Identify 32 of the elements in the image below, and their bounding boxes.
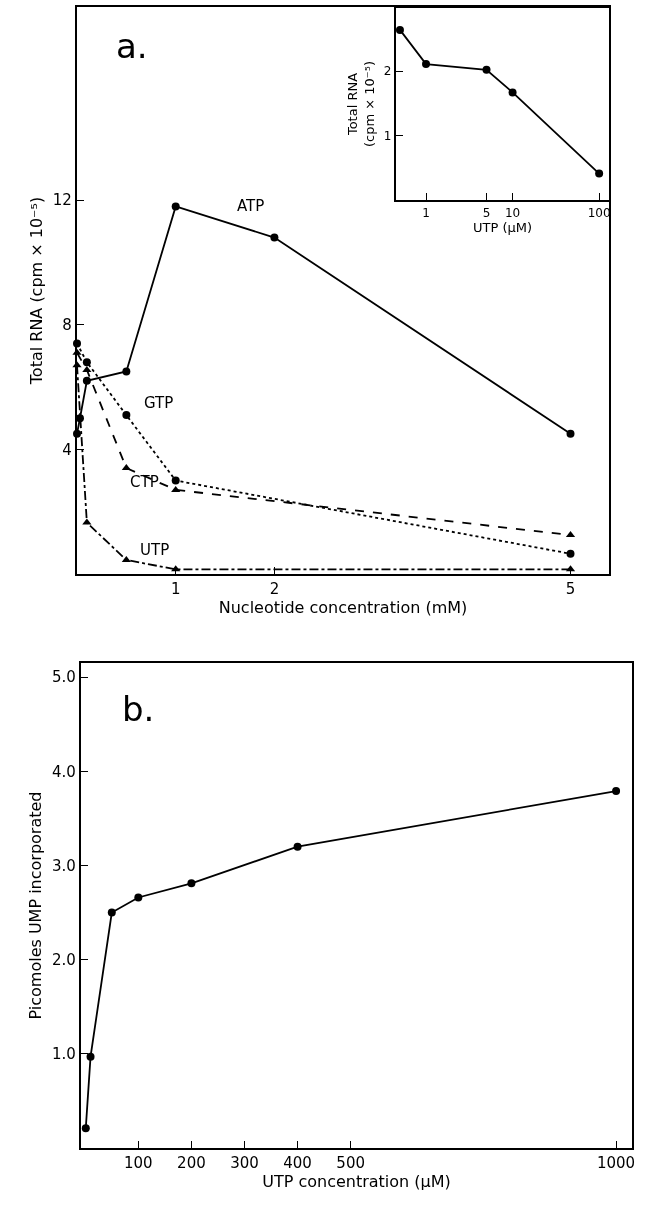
y-tick-label: 4.0 bbox=[51, 762, 76, 781]
x-axis-title: Nucleotide concentration (mM) bbox=[218, 598, 468, 618]
y-tick-label: 3.0 bbox=[51, 856, 76, 875]
x-tick-label: 400 bbox=[283, 1154, 312, 1173]
y-tick-label: 8 bbox=[62, 316, 72, 335]
y-axis-title: Total RNA (cpm × 10⁻⁵) bbox=[27, 196, 47, 386]
y-tick-label: 4 bbox=[62, 440, 72, 459]
x-tick-label: 1 bbox=[170, 580, 181, 599]
y-tick-label: 2.0 bbox=[51, 950, 76, 969]
y-tick-label: 5.0 bbox=[51, 668, 76, 687]
y-axis-title: Picomoles UMP incorporated bbox=[26, 791, 46, 1020]
x-tick-label: 1 bbox=[422, 205, 430, 220]
x-tick-label: 500 bbox=[336, 1154, 365, 1173]
y-axis-title: Total RNA (cpm × 10⁻⁵) bbox=[345, 61, 378, 147]
x-tick-label: 5 bbox=[565, 580, 576, 599]
series-label: UTP bbox=[140, 541, 170, 559]
series-label: ATP bbox=[237, 197, 265, 215]
x-axis-title: UTP (μM) bbox=[472, 219, 533, 235]
series-label: GTP bbox=[144, 394, 174, 412]
x-tick-label: 1000 bbox=[596, 1154, 636, 1173]
x-tick-label: 100 bbox=[124, 1154, 153, 1173]
x-tick-label: 10 bbox=[504, 205, 521, 220]
series-label: CTP bbox=[130, 473, 159, 491]
x-tick-label: 300 bbox=[230, 1154, 259, 1173]
y-tick-label: 1.0 bbox=[51, 1045, 76, 1064]
x-axis-title: UTP concentration (μM) bbox=[262, 1172, 451, 1192]
x-tick-label: 200 bbox=[177, 1154, 206, 1173]
annotation: a. bbox=[116, 26, 148, 66]
y-tick-label: 12 bbox=[52, 191, 72, 210]
x-tick-label: 5 bbox=[482, 205, 491, 220]
annotation: b. bbox=[122, 689, 155, 729]
x-tick-label: 2 bbox=[269, 580, 280, 599]
